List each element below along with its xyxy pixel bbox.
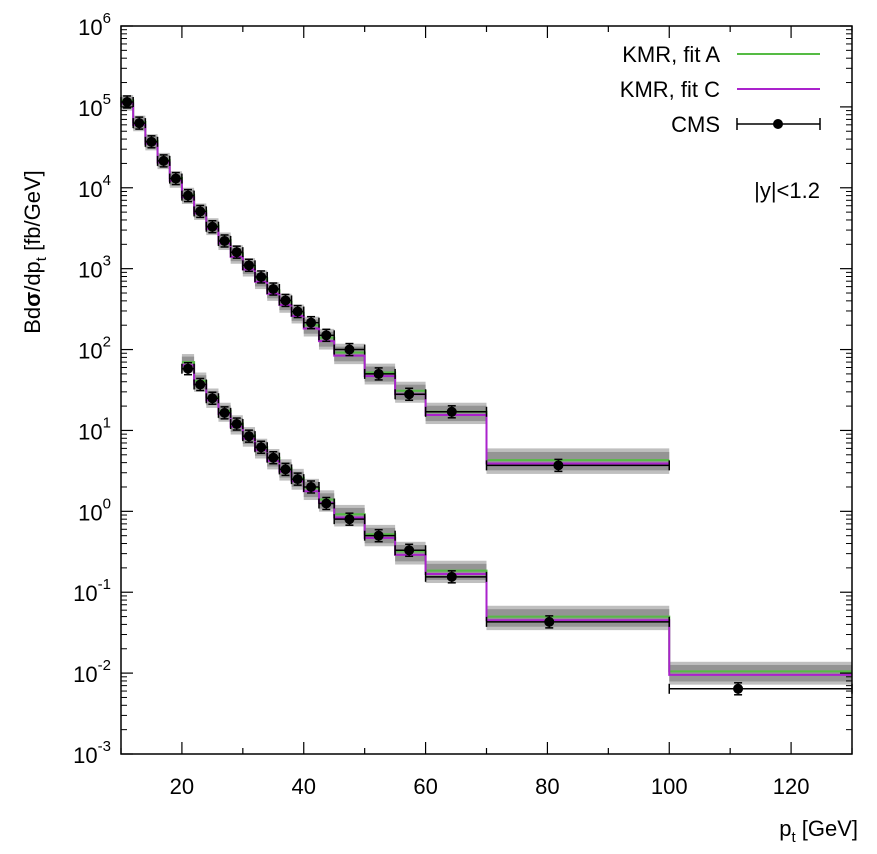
legend-label-fit-a: KMR, fit A [622,42,720,67]
cms-point [158,155,169,166]
x-axis-title: pt [GeV] [779,816,858,846]
cms-point [404,389,415,400]
cms-point [183,363,194,374]
cms-point [544,616,555,627]
fit-a-line-upper [121,99,670,462]
cms-point [446,571,457,582]
cms-point [292,474,303,485]
cms-point [256,442,267,453]
x-tick-label: 120 [773,774,810,799]
cms-point [280,295,291,306]
x-tick-label: 100 [651,774,688,799]
x-tick-label: 40 [292,774,316,799]
cms-point [256,271,267,282]
cms-point [219,407,230,418]
cms-point [306,317,317,328]
fit-c-line-upper [121,102,670,465]
cms-point [243,260,254,271]
y-tick-label: 103 [78,253,111,283]
cms-point [195,379,206,390]
cms-point [344,514,355,525]
cms-point [306,481,317,492]
cms-point [207,221,218,232]
cms-point [321,330,332,341]
cms-point [219,235,230,246]
x-tick-label: 20 [170,774,194,799]
y-tick-label: 10-3 [73,738,111,768]
y-tick-label: 102 [78,334,111,364]
y-tick-label: 106 [78,10,111,40]
cms-point [207,393,218,404]
y-tick-label: 10-2 [73,657,111,687]
cms-point [195,206,206,217]
y-axis-title: Bdσ/dpt [fb/GeV] [20,170,50,334]
band-lower-inner [669,664,852,682]
cms-point [122,96,133,107]
cms-point [373,368,384,379]
y-tick-label: 104 [78,172,111,202]
cms-point [268,452,279,463]
cms-data-points [120,95,853,696]
x-tick-label: 60 [413,774,437,799]
cms-point [146,136,157,147]
band-lower-inner [486,609,670,627]
cms-point [170,173,181,184]
axis-ticks [120,25,853,755]
cms-point [183,190,194,201]
cms-point [344,344,355,355]
band-lower-inner [425,563,487,580]
legend-label-fit-c: KMR, fit C [620,77,720,102]
cms-point [373,530,384,541]
legend: KMR, fit A KMR, fit C CMS [620,42,821,137]
cms-point [231,247,242,258]
cms-point [446,406,457,417]
x-tick-labels: 20 40 60 80 100 120 [170,774,810,799]
y-tick-label: 101 [78,414,111,444]
y-tick-label: 100 [78,495,111,525]
band-upper-inner [486,451,670,471]
cms-point [268,284,279,295]
cms-point [321,498,332,509]
cms-point [404,545,415,556]
cms-point [243,431,254,442]
y-tick-label: 105 [78,91,111,121]
cms-point [134,118,145,129]
cms-point [292,306,303,317]
legend-marker-cms [736,118,821,130]
cms-point [280,464,291,475]
y-tick-label: 10-1 [73,576,111,606]
x-tick-label: 80 [535,774,559,799]
cms-point [231,419,242,430]
cms-point [553,460,564,471]
legend-label-cms: CMS [671,112,720,137]
plot-frame [120,25,853,755]
y-tick-labels: 106 105 104 103 102 101 100 10-1 10-2 10-3 [73,10,111,768]
cms-point [733,683,744,694]
rapidity-annotation: |y|<1.2 [754,178,820,203]
theory-histograms [121,99,852,676]
